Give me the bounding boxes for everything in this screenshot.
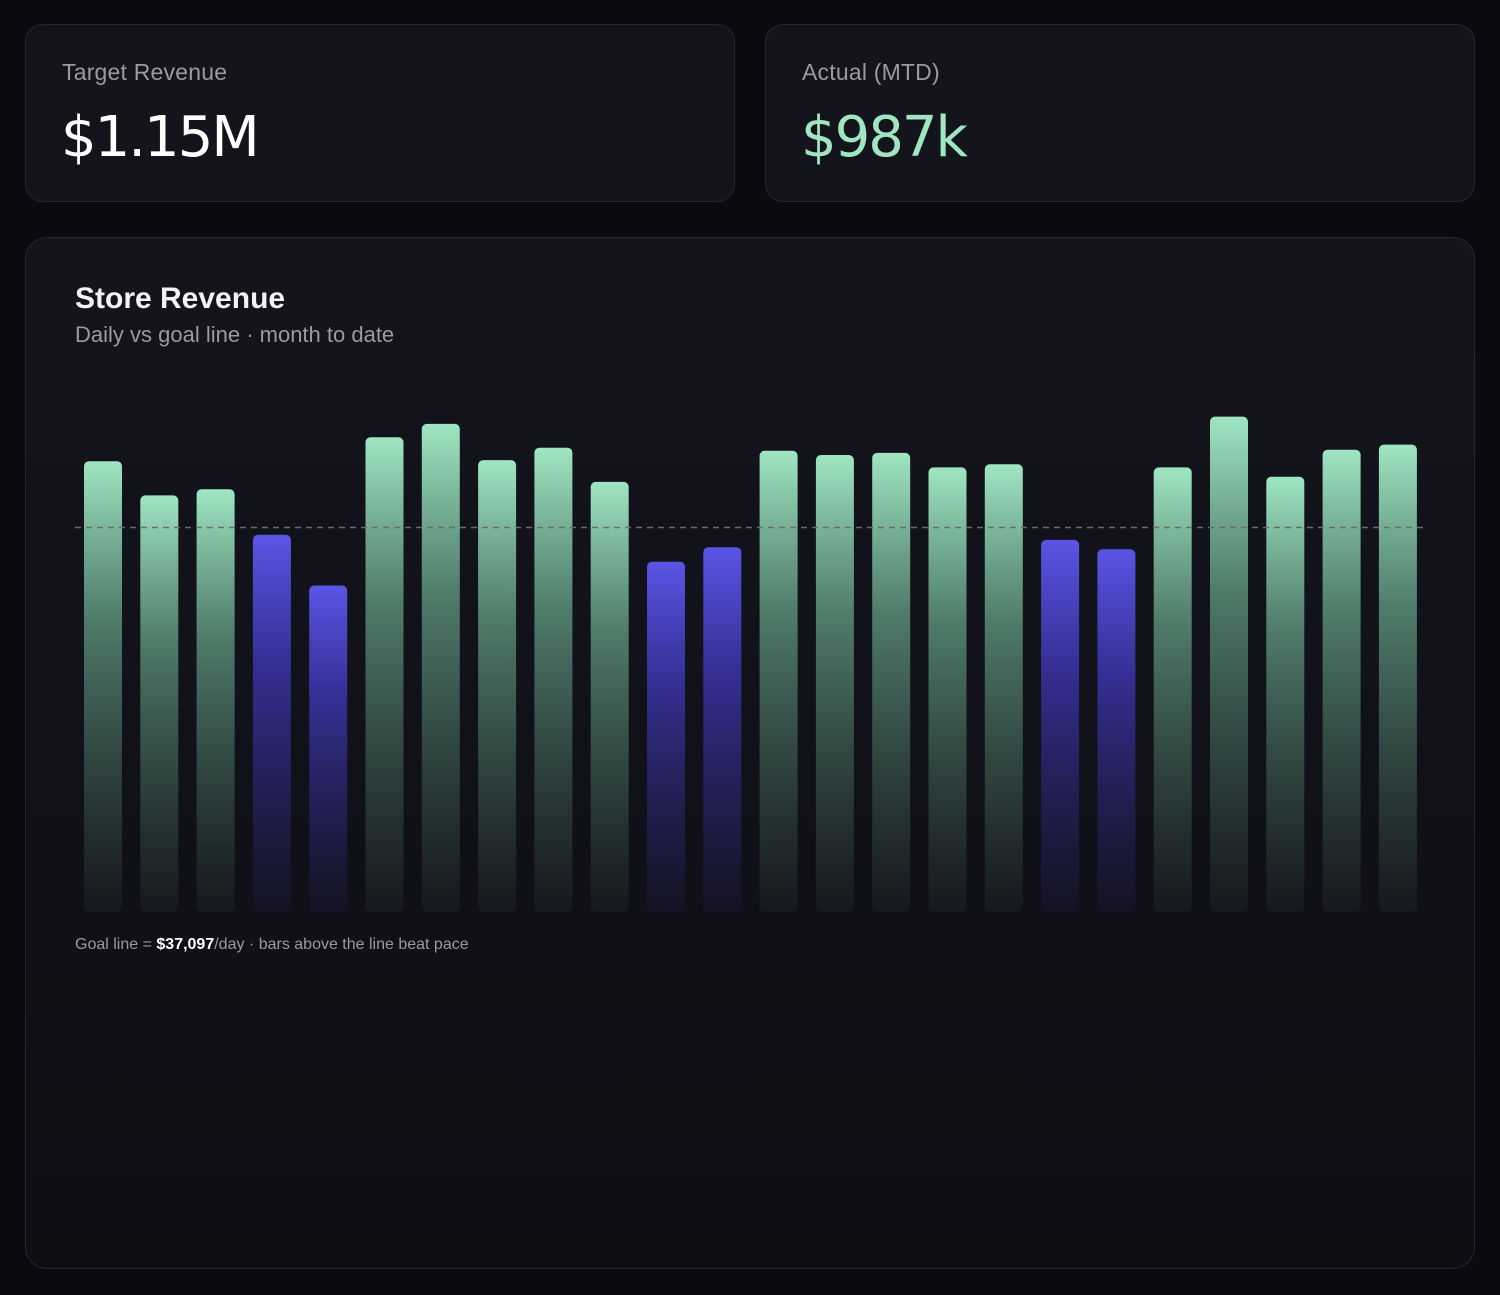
footnote-suffix: /day · bars above the line beat pace (214, 936, 469, 953)
bar-day-23 (1322, 449, 1361, 912)
bar-day-1 (84, 461, 122, 912)
target-revenue-label: Target Revenue (62, 59, 228, 85)
bar-day-21 (1210, 416, 1248, 912)
bars-layer (84, 416, 1417, 912)
bar-day-14 (815, 455, 854, 912)
bar-day-15 (872, 452, 911, 912)
bar-day-7 (421, 423, 460, 912)
footnote-goal-value: $37,097 (156, 936, 215, 953)
bar-day-10 (590, 481, 629, 912)
bar-day-24 (1378, 444, 1417, 912)
footnote-prefix: Goal line = (75, 936, 157, 953)
target-revenue-card: Target Revenue $1.15M (25, 24, 735, 202)
actual-mtd-value: $987k (801, 105, 968, 170)
chart-subtitle: Daily vs goal line · month to date (75, 322, 395, 347)
bar-chart (75, 416, 1427, 912)
bar-day-9 (534, 447, 573, 912)
target-revenue-value: $1.15M (61, 105, 260, 170)
bar-day-11 (647, 561, 685, 912)
bar-day-3 (196, 489, 235, 912)
actual-mtd-label: Actual (MTD) (802, 59, 940, 85)
bar-day-8 (478, 460, 517, 912)
bar-day-5 (309, 585, 348, 912)
bar-day-12 (703, 547, 742, 912)
goal-footnote: Goal line = $37,097/day · bars above the… (75, 936, 469, 954)
store-revenue-chart-card: Store Revenue Daily vs goal line · month… (25, 237, 1475, 1269)
chart-title: Store Revenue (75, 282, 286, 315)
bar-day-18 (1041, 539, 1080, 912)
bar-day-6 (365, 437, 404, 912)
bar-day-22 (1266, 476, 1305, 912)
bar-day-17 (984, 464, 1023, 912)
bar-day-2 (140, 495, 179, 912)
actual-mtd-card: Actual (MTD) $987k (765, 24, 1475, 202)
bar-day-13 (759, 450, 798, 912)
bar-day-19 (1097, 549, 1136, 912)
bar-day-20 (1153, 467, 1192, 912)
bar-day-4 (252, 534, 291, 912)
bar-day-16 (928, 467, 967, 912)
